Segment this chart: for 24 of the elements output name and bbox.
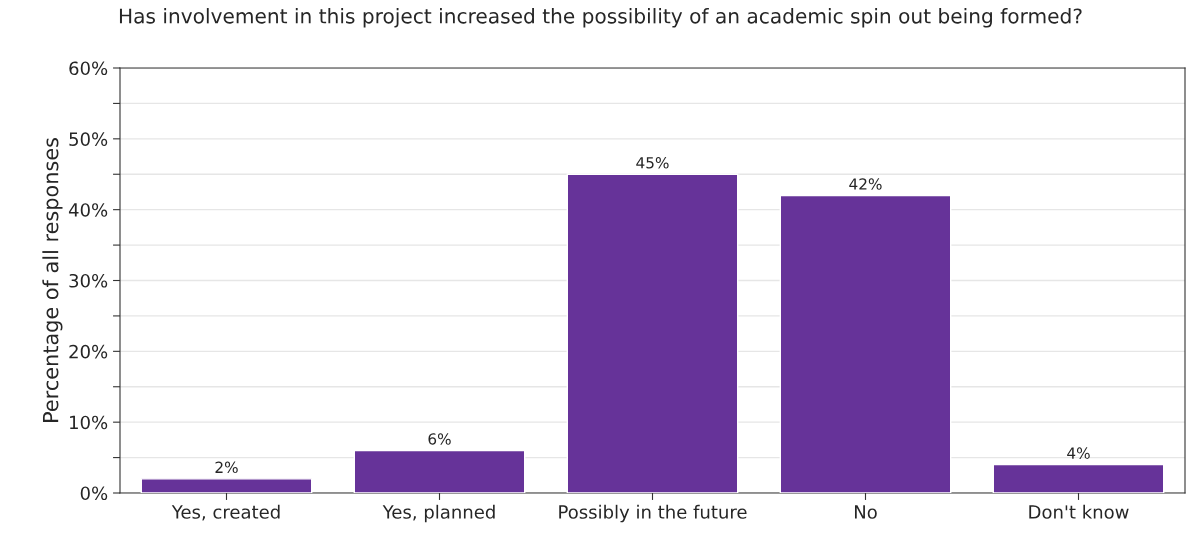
x-tick-label: Yes, planned	[382, 504, 495, 523]
x-tick-label: Yes, created	[171, 504, 280, 521]
data-label: 42%	[849, 178, 882, 190]
bar	[566, 173, 739, 493]
data-label: 2%	[215, 461, 238, 474]
x-tick-label: Don't know	[1029, 504, 1129, 519]
bar	[992, 463, 1165, 493]
data-label: 6%	[428, 433, 451, 445]
y-tick-label: 60%	[69, 61, 108, 76]
chart-title: Has involvement in this project increased the possibility of an academic spin out being formed?	[119, 8, 1082, 28]
data-label: 4%	[1067, 447, 1090, 459]
y-tick-label: 0%	[80, 486, 108, 501]
data-label: 45%	[636, 156, 669, 169]
bar	[140, 478, 313, 493]
y-tick-label: 50%	[69, 132, 108, 146]
bar	[779, 194, 952, 493]
x-tick-label: Possibly in the future	[559, 504, 747, 523]
y-tick-label: 20%	[69, 344, 108, 359]
y-axis-title: Percentage of all responses	[42, 138, 63, 422]
y-tick-label: 30%	[69, 273, 108, 288]
y-tick-label: 10%	[70, 415, 108, 430]
x-tick-label: No	[854, 505, 877, 519]
y-tick-label: 40%	[68, 203, 108, 217]
bar	[353, 449, 526, 493]
